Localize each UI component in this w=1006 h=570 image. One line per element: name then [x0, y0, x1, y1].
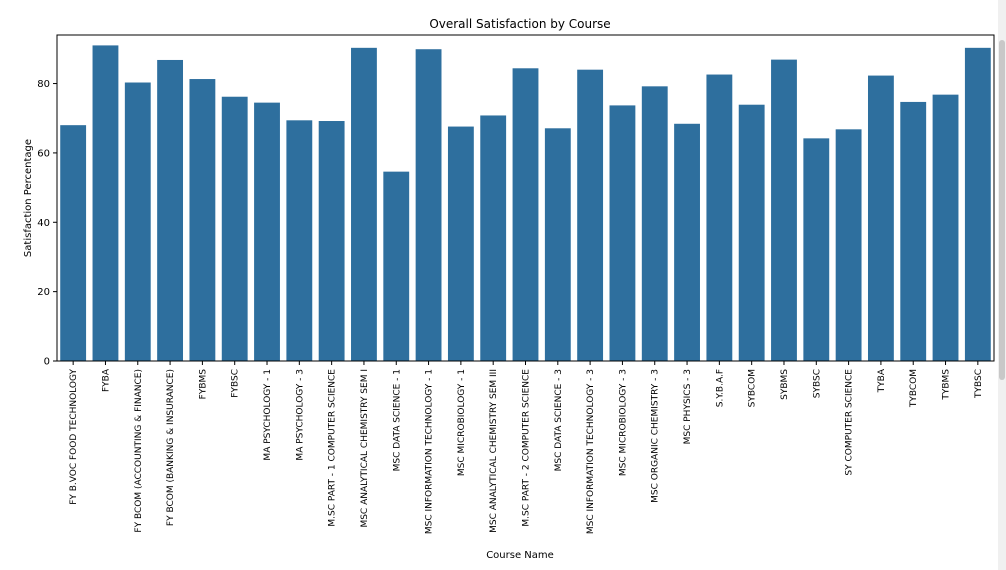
x-tick-label: FY B.VOC FOOD TECHNOLOGY	[69, 369, 79, 505]
bar	[706, 74, 733, 361]
bar	[318, 121, 345, 361]
x-tick-label: MSC INFORMATION TECHNOLOGY - 1	[425, 369, 435, 534]
x-tick-label: SYBCOM	[748, 369, 758, 407]
bar	[415, 49, 442, 361]
x-tick-label: S.Y.B.A.F	[715, 369, 725, 407]
bars-group	[60, 45, 991, 362]
x-tick-label: MSC ANALYTICAL CHEMISTRY SEM I	[360, 369, 370, 528]
bar	[124, 82, 151, 361]
x-tick-label: MSC PHYSICS - 3	[683, 369, 693, 444]
x-tick-label: FY BCOM (ACCOUNTING & FINANCE)	[134, 369, 144, 533]
x-tick-label: MSC MICROBIOLOGY - 3	[618, 369, 628, 476]
y-tick-label: 80	[37, 79, 50, 90]
bar	[867, 75, 894, 361]
bar	[964, 47, 991, 361]
scrollbar-track[interactable]	[998, 0, 1006, 570]
x-tick-label: TYBCOM	[909, 369, 919, 408]
bar	[447, 126, 474, 361]
x-tick-label: SY COMPUTER SCIENCE	[845, 369, 855, 476]
x-tick-label: M.SC PART - 2 COMPUTER SCIENCE	[522, 369, 532, 527]
x-tick-label: FYBSC	[231, 369, 241, 398]
x-axis: FY B.VOC FOOD TECHNOLOGY FYBA FY BCOM (ACC…	[69, 361, 984, 534]
bar	[286, 120, 313, 361]
x-tick-label: MSC ORGANIC CHEMISTRY - 3	[651, 369, 661, 503]
x-tick-label: FYBMS	[198, 369, 208, 400]
x-axis-label: Course Name	[486, 550, 554, 561]
chart-title: Overall Satisfaction by Course	[429, 17, 610, 31]
y-axis-label: Satisfaction Percentage	[23, 139, 34, 257]
bar	[544, 128, 571, 361]
bar	[157, 59, 184, 361]
bar	[60, 125, 87, 361]
bar	[92, 45, 119, 362]
bar	[835, 129, 862, 361]
x-tick-label: TYBMS	[942, 369, 952, 401]
bar	[738, 104, 765, 362]
x-tick-label: MA PSYCHOLOGY - 3	[295, 369, 305, 461]
bar	[932, 94, 959, 362]
bar	[351, 47, 377, 361]
x-tick-label: MSC DATA SCIENCE - 3	[554, 369, 564, 471]
x-tick-label: SYBSC	[812, 369, 822, 398]
x-tick-label: SYBMS	[780, 369, 790, 400]
x-tick-label: FY BCOM (BANKING & INSURANCE)	[166, 369, 176, 526]
bar	[512, 68, 539, 361]
bar	[900, 101, 927, 362]
plot-frame	[56, 34, 995, 362]
y-axis: 0 20 40 60 80	[37, 79, 57, 368]
bar	[641, 86, 668, 361]
y-tick-label: 40	[37, 218, 50, 229]
x-tick-label: MSC DATA SCIENCE - 1	[392, 369, 402, 471]
bar	[803, 138, 830, 361]
y-tick-label: 0	[44, 357, 50, 368]
x-tick-label: M.SC PART - 1 COMPUTER SCIENCE	[328, 369, 338, 527]
y-tick-label: 20	[37, 287, 50, 298]
bar	[254, 102, 280, 361]
x-tick-label: MSC ANALYTICAL CHEMISTRY SEM III	[489, 369, 499, 533]
bar	[609, 105, 636, 362]
x-tick-label: MA PSYCHOLOGY - 1	[263, 369, 273, 461]
bar	[674, 123, 700, 361]
x-tick-label: TYBA	[877, 368, 887, 393]
bar	[577, 69, 604, 362]
bar	[221, 96, 248, 361]
x-tick-label: MSC MICROBIOLOGY - 1	[457, 369, 467, 476]
x-tick-label: FYBA	[101, 368, 111, 392]
bar	[480, 115, 507, 362]
x-tick-label: TYBSC	[974, 369, 984, 399]
bar	[383, 171, 410, 361]
bar	[189, 79, 216, 361]
x-tick-label: MSC INFORMATION TECHNOLOGY - 3	[586, 369, 596, 534]
y-tick-label: 60	[37, 148, 50, 159]
scrollbar-thumb[interactable]	[999, 40, 1005, 380]
bar	[771, 59, 797, 362]
